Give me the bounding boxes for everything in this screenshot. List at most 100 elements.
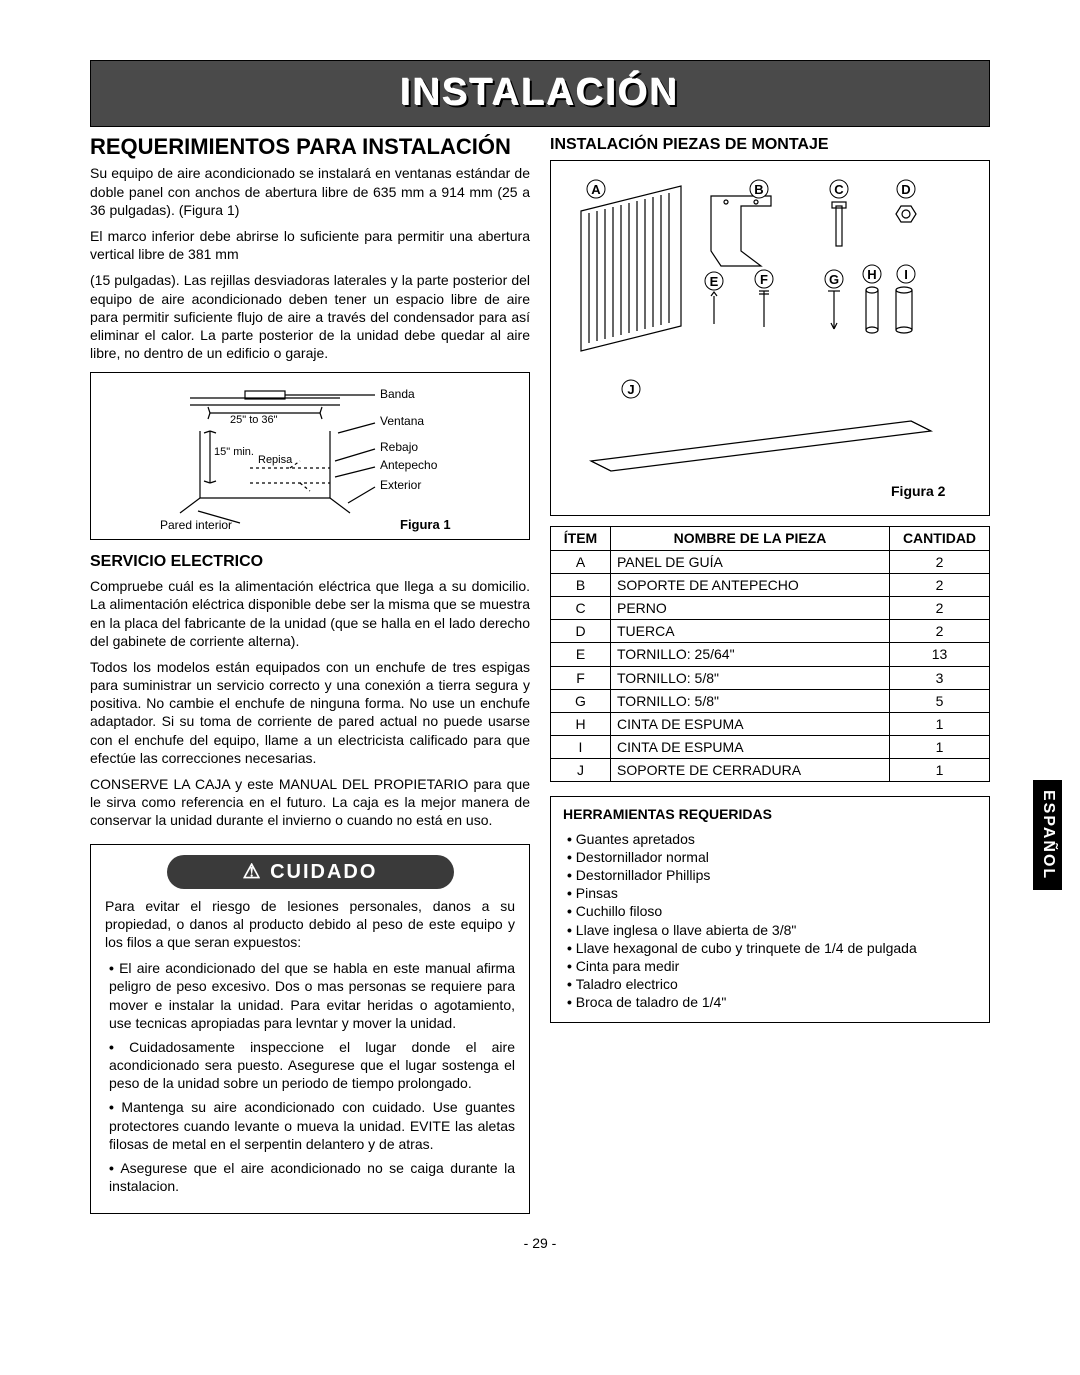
table-cell: 2 [890, 550, 990, 573]
cuidado-item: El aire acondicionado del que se habla e… [109, 959, 515, 1032]
cuidado-header: CUIDADO [167, 855, 454, 889]
table-cell: 2 [890, 620, 990, 643]
callout-g: G [829, 272, 839, 287]
table-row: CPERNO2 [551, 596, 990, 619]
table-cell: SOPORTE DE CERRADURA [611, 759, 890, 782]
table-cell: PANEL DE GUÍA [611, 550, 890, 573]
table-cell: TUERCA [611, 620, 890, 643]
table-cell: TORNILLO: 25/64" [611, 643, 890, 666]
table-cell: G [551, 689, 611, 712]
tools-item: Cinta para medir [567, 957, 977, 975]
content-columns: REQUERIMIENTOS PARA INSTALACIÓN Su equip… [90, 135, 990, 1214]
servicio-p1: Compruebe cuál es la alimentación eléctr… [90, 577, 530, 650]
intro-paragraph-3: (15 pulgadas). Las rejillas desviadoras … [90, 271, 530, 362]
table-cell: CINTA DE ESPUMA [611, 736, 890, 759]
figure-2-box: A B C D E F G H I J Figura 2 [550, 160, 990, 516]
table-row: HCINTA DE ESPUMA1 [551, 712, 990, 735]
table-cell: 13 [890, 643, 990, 666]
parts-th-qty: CANTIDAD [890, 527, 990, 550]
table-cell: H [551, 712, 611, 735]
table-cell: 2 [890, 573, 990, 596]
parts-th-item: ÍTEM [551, 527, 611, 550]
cuidado-intro: Para evitar el riesgo de lesiones person… [105, 897, 515, 952]
table-cell: 1 [890, 712, 990, 735]
callout-f: F [760, 272, 768, 287]
figure-2-svg: A B C D E F G H I J Figura 2 [561, 171, 961, 501]
cuidado-item: Cuidadosamente inspeccione el lugar dond… [109, 1038, 515, 1093]
tools-item: Guantes apretados [567, 830, 977, 848]
table-row: FTORNILLO: 5/8"3 [551, 666, 990, 689]
table-cell: 1 [890, 759, 990, 782]
right-column: INSTALACIÓN PIEZAS DE MONTAJE [550, 135, 990, 1214]
table-cell: PERNO [611, 596, 890, 619]
tools-item: Llave inglesa o llave abierta de 3/8" [567, 921, 977, 939]
tools-item: Taladro electrico [567, 975, 977, 993]
fig1-rebajo-label: Rebajo [380, 440, 418, 454]
fig1-banda-label: Banda [380, 387, 415, 401]
callout-d: D [901, 182, 910, 197]
callout-c: C [834, 182, 844, 197]
table-row: DTUERCA2 [551, 620, 990, 643]
tools-item: Destornillador normal [567, 848, 977, 866]
table-cell: 5 [890, 689, 990, 712]
parts-table: ÍTEM NOMBRE DE LA PIEZA CANTIDAD APANEL … [550, 526, 990, 782]
fig1-antepecho-label: Antepecho [380, 458, 438, 472]
callout-j: J [627, 382, 634, 397]
callout-h: H [867, 267, 876, 282]
table-cell: J [551, 759, 611, 782]
tools-box: HERRAMIENTAS REQUERIDAS Guantes apretado… [550, 796, 990, 1022]
left-heading: REQUERIMIENTOS PARA INSTALACIÓN [90, 135, 530, 158]
fig1-repisa-label: Repisa [258, 454, 293, 466]
tools-heading: HERRAMIENTAS REQUERIDAS [563, 805, 977, 823]
tools-list: Guantes apretadosDestornillador normalDe… [563, 830, 977, 1012]
tools-item: Destornillador Phillips [567, 866, 977, 884]
servicio-heading: SERVICIO ELECTRICO [90, 552, 530, 573]
cuidado-item: Asegurese que el aire acondicionado no s… [109, 1159, 515, 1195]
table-cell: TORNILLO: 5/8" [611, 689, 890, 712]
intro-paragraph-1: Su equipo de aire acondicionado se insta… [90, 164, 530, 219]
fig1-exterior-label: Exterior [380, 478, 421, 492]
table-row: APANEL DE GUÍA2 [551, 550, 990, 573]
table-cell: E [551, 643, 611, 666]
table-cell: D [551, 620, 611, 643]
figure-1-svg: 25" to 36" 15" min. Repisa Banda Ventana… [150, 383, 470, 533]
cuidado-box: CUIDADO Para evitar el riesgo de lesione… [90, 844, 530, 1215]
table-cell: I [551, 736, 611, 759]
tools-item: Pinsas [567, 884, 977, 902]
callout-e: E [710, 274, 719, 289]
figure-1-box: 25" to 36" 15" min. Repisa Banda Ventana… [90, 372, 530, 540]
table-cell: B [551, 573, 611, 596]
right-heading: INSTALACIÓN PIEZAS DE MONTAJE [550, 135, 990, 156]
intro-paragraph-2: El marco inferior debe abrirse lo sufici… [90, 227, 530, 263]
table-cell: SOPORTE DE ANTEPECHO [611, 573, 890, 596]
cuidado-list: El aire acondicionado del que se habla e… [105, 959, 515, 1195]
tools-item: Cuchillo filoso [567, 902, 977, 920]
table-cell: 3 [890, 666, 990, 689]
table-cell: C [551, 596, 611, 619]
fig2-caption: Figura 2 [891, 483, 946, 499]
table-cell: TORNILLO: 5/8" [611, 666, 890, 689]
fig1-caption: Figura 1 [400, 517, 451, 532]
servicio-p2: Todos los modelos están equipados con un… [90, 658, 530, 767]
fig1-height-label: 15" min. [214, 446, 254, 458]
table-row: JSOPORTE DE CERRADURA1 [551, 759, 990, 782]
fig1-pared-label: Pared interior [160, 518, 232, 532]
table-row: ICINTA DE ESPUMA1 [551, 736, 990, 759]
tools-item: Llave hexagonal de cubo y trinquete de 1… [567, 939, 977, 957]
fig1-width-label: 25" to 36" [230, 414, 278, 426]
callout-a: A [591, 182, 601, 197]
language-tab: ESPAÑOL [1033, 780, 1062, 890]
page-number: - 29 - [90, 1234, 990, 1252]
servicio-p3: CONSERVE LA CAJA y este MANUAL DEL PROPI… [90, 775, 530, 830]
table-row: BSOPORTE DE ANTEPECHO2 [551, 573, 990, 596]
callout-b: B [754, 182, 763, 197]
table-cell: CINTA DE ESPUMA [611, 712, 890, 735]
table-cell: 2 [890, 596, 990, 619]
table-row: ETORNILLO: 25/64"13 [551, 643, 990, 666]
table-cell: F [551, 666, 611, 689]
fig1-ventana-label: Ventana [380, 414, 424, 428]
callout-i: I [904, 267, 908, 282]
table-row: GTORNILLO: 5/8"5 [551, 689, 990, 712]
left-column: REQUERIMIENTOS PARA INSTALACIÓN Su equip… [90, 135, 530, 1214]
page-banner: INSTALACIÓN [90, 60, 990, 127]
